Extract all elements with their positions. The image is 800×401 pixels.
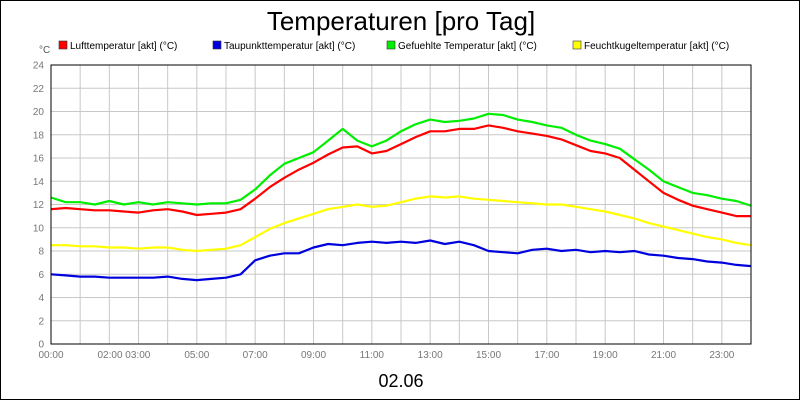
series-line-3: [51, 195, 752, 253]
x-axis: 00:00 02:00 03:00 05:00 07:00 09:00 11:00 13:0…: [38, 350, 734, 361]
legend: Lufttemperatur [akt] (°C) Taupunkttempera…: [58, 40, 729, 52]
legend-label: Taupunkttemperatur [akt] (°C): [224, 41, 355, 52]
legend-swatch: [58, 40, 68, 50]
y-tick-label: 14: [33, 177, 45, 188]
y-tick-label: 6: [38, 270, 44, 281]
y-tick-label: 24: [33, 61, 45, 72]
legend-label: Gefuehlte Temperatur [akt] (°C): [398, 41, 537, 52]
y-tick-label: 12: [33, 200, 45, 211]
y-tick-label: 20: [33, 107, 45, 118]
y-tick-label: 4: [38, 293, 44, 304]
y-axis-unit: °C: [39, 45, 50, 56]
legend-swatch: [386, 40, 396, 50]
x-tick-label: 21:00: [651, 350, 676, 361]
y-tick-label: 8: [38, 247, 44, 258]
x-axis-label: 02.06: [378, 371, 423, 391]
chart-title: Temperaturen [pro Tag]: [267, 6, 535, 36]
x-tick-label: 19:00: [593, 350, 618, 361]
y-tick-label: 18: [33, 130, 45, 141]
series-line-1: [50, 239, 752, 282]
x-tick-label: 00:00: [38, 350, 63, 361]
x-tick-label: 13:00: [418, 350, 443, 361]
x-tick-label: 23:00: [709, 350, 734, 361]
series-line-0: [50, 124, 751, 218]
legend-label: Feuchtkugeltemperatur [akt] (°C): [584, 41, 729, 52]
y-tick-label: 2: [38, 316, 44, 327]
series-line-2: [50, 112, 752, 207]
series-lines: [50, 112, 752, 282]
y-tick-label: 16: [33, 154, 45, 165]
y-tick-label: 22: [33, 84, 45, 95]
x-tick-label: 07:00: [243, 350, 268, 361]
legend-swatch: [212, 40, 222, 50]
x-tick-label: 02:00 03:00: [98, 350, 151, 361]
legend-swatch: [572, 40, 582, 50]
x-tick-label: 09:00: [301, 350, 326, 361]
y-tick-label: 0: [38, 340, 44, 351]
plot-area-border: [50, 64, 752, 345]
x-tick-label: 17:00: [534, 350, 559, 361]
x-tick-label: 05:00: [184, 350, 209, 361]
y-tick-label: 10: [33, 223, 45, 234]
x-tick-label: 15:00: [476, 350, 501, 361]
legend-label: Lufttemperatur [akt] (°C): [70, 41, 177, 52]
x-tick-label: 11:00: [360, 350, 385, 361]
